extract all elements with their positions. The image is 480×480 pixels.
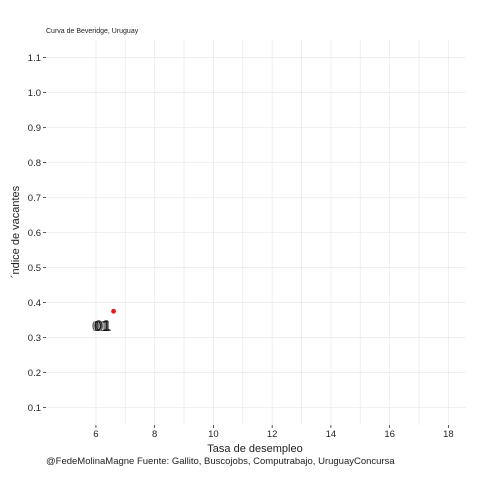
y-tick-label: 0.9 bbox=[28, 123, 41, 134]
point-label: 01 bbox=[95, 319, 112, 334]
y-tick-label: 0.5 bbox=[28, 263, 41, 274]
data-points bbox=[111, 308, 116, 314]
x-tick-label: 8 bbox=[152, 429, 157, 440]
data-point bbox=[111, 308, 116, 314]
grid-lines bbox=[46, 40, 466, 425]
x-tick-label: 16 bbox=[384, 429, 395, 440]
chart-caption: @FedeMolinaMagne Fuente: Gallito, Buscoj… bbox=[46, 456, 395, 467]
x-tick-label: 14 bbox=[326, 429, 337, 440]
x-axis: 6 8 10 12 14 16 18 bbox=[93, 425, 454, 440]
y-axis-title: ´ndice de vacantes bbox=[10, 185, 22, 278]
x-tick-label: 12 bbox=[267, 429, 278, 440]
point-label: 01 bbox=[96, 320, 113, 335]
y-tick-label: 0.8 bbox=[28, 158, 41, 169]
point-label: 01 bbox=[92, 320, 109, 335]
y-axis: 0.1 0.2 0.3 0.4 0.5 0.6 0.7 0.8 0.9 1.0 1.1 bbox=[28, 53, 46, 414]
y-tick-label: 1.1 bbox=[28, 53, 41, 64]
y-tick-label: 0.3 bbox=[28, 333, 41, 344]
y-tick-label: 0.2 bbox=[28, 368, 41, 379]
x-tick-label: 6 bbox=[93, 429, 98, 440]
y-tick-label: 0.7 bbox=[28, 193, 41, 204]
y-tick-label: 0.6 bbox=[28, 228, 41, 239]
y-tick-label: 0.1 bbox=[28, 403, 41, 414]
x-tick-label: 18 bbox=[443, 429, 454, 440]
point-label: 01 bbox=[94, 320, 111, 335]
chart-title: Curva de Beveridge, Uruguay bbox=[46, 28, 139, 35]
y-tick-label: 0.4 bbox=[28, 298, 41, 309]
x-axis-title: Tasa de desempleo bbox=[207, 443, 302, 455]
y-tick-label: 1.0 bbox=[28, 88, 41, 99]
x-tick-label: 10 bbox=[208, 429, 219, 440]
